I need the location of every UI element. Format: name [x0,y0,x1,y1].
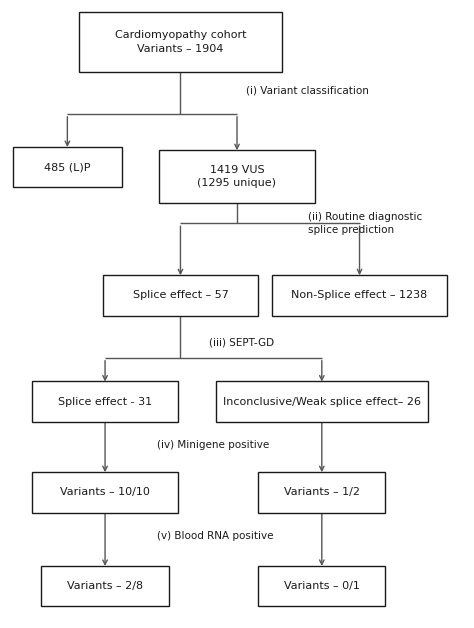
FancyBboxPatch shape [32,472,178,512]
FancyBboxPatch shape [79,13,282,72]
Text: (iv) Minigene positive: (iv) Minigene positive [157,440,269,450]
FancyBboxPatch shape [159,150,315,203]
Text: (v) Blood RNA positive: (v) Blood RNA positive [157,531,273,541]
Text: Variants – 10/10: Variants – 10/10 [60,487,150,497]
Text: Variants – 2/8: Variants – 2/8 [67,581,143,591]
Text: (ii) Routine diagnostic
splice prediction: (ii) Routine diagnostic splice predictio… [308,212,422,235]
FancyBboxPatch shape [258,472,385,512]
FancyBboxPatch shape [32,381,178,422]
Text: (iii) SEPT-GD: (iii) SEPT-GD [209,337,274,347]
Text: Non-Splice effect – 1238: Non-Splice effect – 1238 [292,290,428,300]
Text: 1419 VUS
(1295 unique): 1419 VUS (1295 unique) [198,165,276,188]
FancyBboxPatch shape [13,147,121,187]
FancyBboxPatch shape [258,566,385,606]
Text: Inconclusive/Weak splice effect– 26: Inconclusive/Weak splice effect– 26 [223,396,421,406]
FancyBboxPatch shape [216,381,428,422]
Text: Variants – 1/2: Variants – 1/2 [284,487,360,497]
Text: (i) Variant classification: (i) Variant classification [246,85,369,95]
Text: Variants – 0/1: Variants – 0/1 [284,581,360,591]
FancyBboxPatch shape [273,275,447,315]
FancyBboxPatch shape [103,275,258,315]
Text: Cardiomyopathy cohort
Variants – 1904: Cardiomyopathy cohort Variants – 1904 [115,30,246,53]
FancyBboxPatch shape [41,566,169,606]
Text: 485 (L)P: 485 (L)P [44,162,91,172]
Text: Splice effect – 57: Splice effect – 57 [133,290,228,300]
Text: Splice effect - 31: Splice effect - 31 [58,396,152,406]
